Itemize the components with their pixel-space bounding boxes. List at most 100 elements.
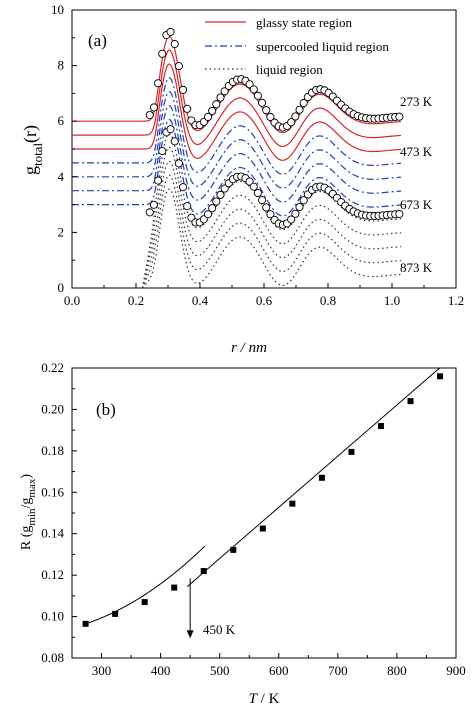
data-circle [291, 209, 300, 218]
data-circle [158, 147, 167, 156]
data-circle [208, 106, 217, 115]
data-circle [178, 85, 188, 94]
fit-lines-b [85, 367, 441, 625]
legend-label-supercooled: supercooled liquid region [256, 39, 389, 54]
data-circle [258, 98, 267, 107]
data-circle [149, 200, 158, 209]
data-circle [208, 204, 217, 213]
x-tick-label-b: 400 [151, 663, 171, 678]
data-circle [287, 215, 296, 224]
y-axis-label-b: R (gmin/gmax) [19, 474, 38, 550]
data-point [230, 546, 237, 553]
data-circle [299, 196, 308, 205]
x-tick-label-b: 800 [387, 663, 407, 678]
x-tick-label-b: 600 [269, 663, 289, 678]
data-circle [253, 188, 262, 198]
data-circle [266, 210, 275, 219]
temp-label-873: 873 K [400, 260, 433, 275]
y-tick-label-b: 0.10 [41, 609, 64, 624]
fit-line-low [85, 545, 206, 625]
x-tick-label-b: 300 [92, 663, 112, 678]
data-circle [166, 125, 175, 134]
data-circle [154, 79, 163, 88]
data-circle [178, 183, 188, 192]
panel-label-a: (a) [88, 31, 107, 50]
y-tick-label-a: 8 [58, 58, 65, 73]
curve-liquid [141, 146, 401, 289]
fit-line-high [186, 367, 441, 587]
data-circle [245, 80, 254, 89]
data-circle [212, 100, 221, 109]
x-axis-ticks-b: 300 400 500 600 700 800 900 [92, 653, 466, 678]
x-axis-label-b: T / K [249, 691, 280, 707]
data-circle [154, 176, 163, 185]
data-circle [299, 98, 308, 108]
data-point [259, 525, 266, 532]
x-tick-label-a: 0.2 [128, 293, 144, 308]
data-circle [220, 184, 229, 193]
y-tick-label-a: 2 [58, 224, 65, 239]
data-circle [258, 196, 267, 205]
data-point [437, 373, 444, 380]
data-circle [262, 203, 271, 212]
data-circle [166, 27, 175, 36]
data-circle [170, 39, 179, 49]
x-axis-ticks-a: 0.0 0.2 0.4 0.6 0.8 1.0 1.2 [64, 283, 464, 308]
svg-text:R (gmin/gmax): R (gmin/gmax) [19, 474, 38, 550]
annotation-arrow-head [186, 630, 194, 639]
x-tick-label-a: 1.2 [448, 293, 464, 308]
data-circle [266, 112, 275, 122]
curves-a [72, 27, 404, 289]
curve-supercooled [72, 118, 401, 217]
y-label-main: g [20, 166, 40, 175]
y-tick-label-b: 0.08 [41, 650, 64, 665]
data-point [82, 620, 89, 627]
legend-label-liquid: liquid region [256, 62, 323, 77]
y-label-b-part3: ) [19, 474, 34, 479]
data-circle [287, 118, 296, 127]
y-tick-label-a: 10 [51, 2, 64, 17]
points-b [82, 373, 444, 627]
x-tick-label-a: 0.0 [64, 293, 80, 308]
y-label-b-part1: R (g [19, 526, 34, 551]
panel-label-b: (b) [96, 400, 116, 419]
y-tick-label-a: 6 [58, 113, 65, 128]
data-circle [249, 85, 258, 94]
y-label-b-part2: /g [19, 498, 34, 509]
temp-label-273: 273 K [400, 94, 433, 109]
x-tick-label-b: 700 [328, 663, 348, 678]
y-axis-ticks-b: 0.08 0.10 0.12 0.14 0.16 0.18 0.20 0.22 [41, 360, 77, 665]
x-axis-label-a: r / nm [231, 340, 267, 356]
data-point [407, 398, 414, 405]
data-circle [291, 112, 300, 121]
plot-frame-b [71, 367, 457, 659]
data-circle [174, 62, 183, 71]
panel-a: 0.0 0.2 0.4 0.6 0.8 1.0 1.2 0 2 4 6 8 10 (a) glassy… [20, 2, 464, 356]
y-tick-label-b: 0.18 [41, 443, 64, 458]
data-point [289, 500, 296, 507]
curve-glassy [72, 63, 401, 161]
temp-label-673: 673 K [400, 197, 433, 212]
data-circle [149, 103, 158, 112]
data-point [348, 448, 355, 455]
x-tick-label-a: 0.6 [256, 293, 273, 308]
y-label-arg: (r) [20, 125, 41, 143]
curve-glassy [72, 49, 401, 148]
data-point [377, 423, 384, 429]
annotation-450 [186, 578, 194, 639]
x-tick-label-b: 500 [210, 663, 230, 678]
data-circle [220, 87, 229, 96]
data-point [141, 599, 148, 606]
data-circle [145, 111, 154, 120]
data-circle [295, 203, 304, 212]
curve-supercooled [72, 77, 401, 175]
temp-label-473: 473 K [400, 144, 433, 159]
y-tick-label-b: 0.20 [41, 401, 64, 416]
y-tick-label-b: 0.16 [41, 484, 64, 499]
data-point [318, 474, 325, 481]
y-label-sub: total [30, 143, 45, 166]
data-point [171, 584, 178, 591]
y-axis-ticks-a: 0 2 4 6 8 10 [51, 2, 77, 295]
y-label-b-min: min [26, 508, 38, 526]
